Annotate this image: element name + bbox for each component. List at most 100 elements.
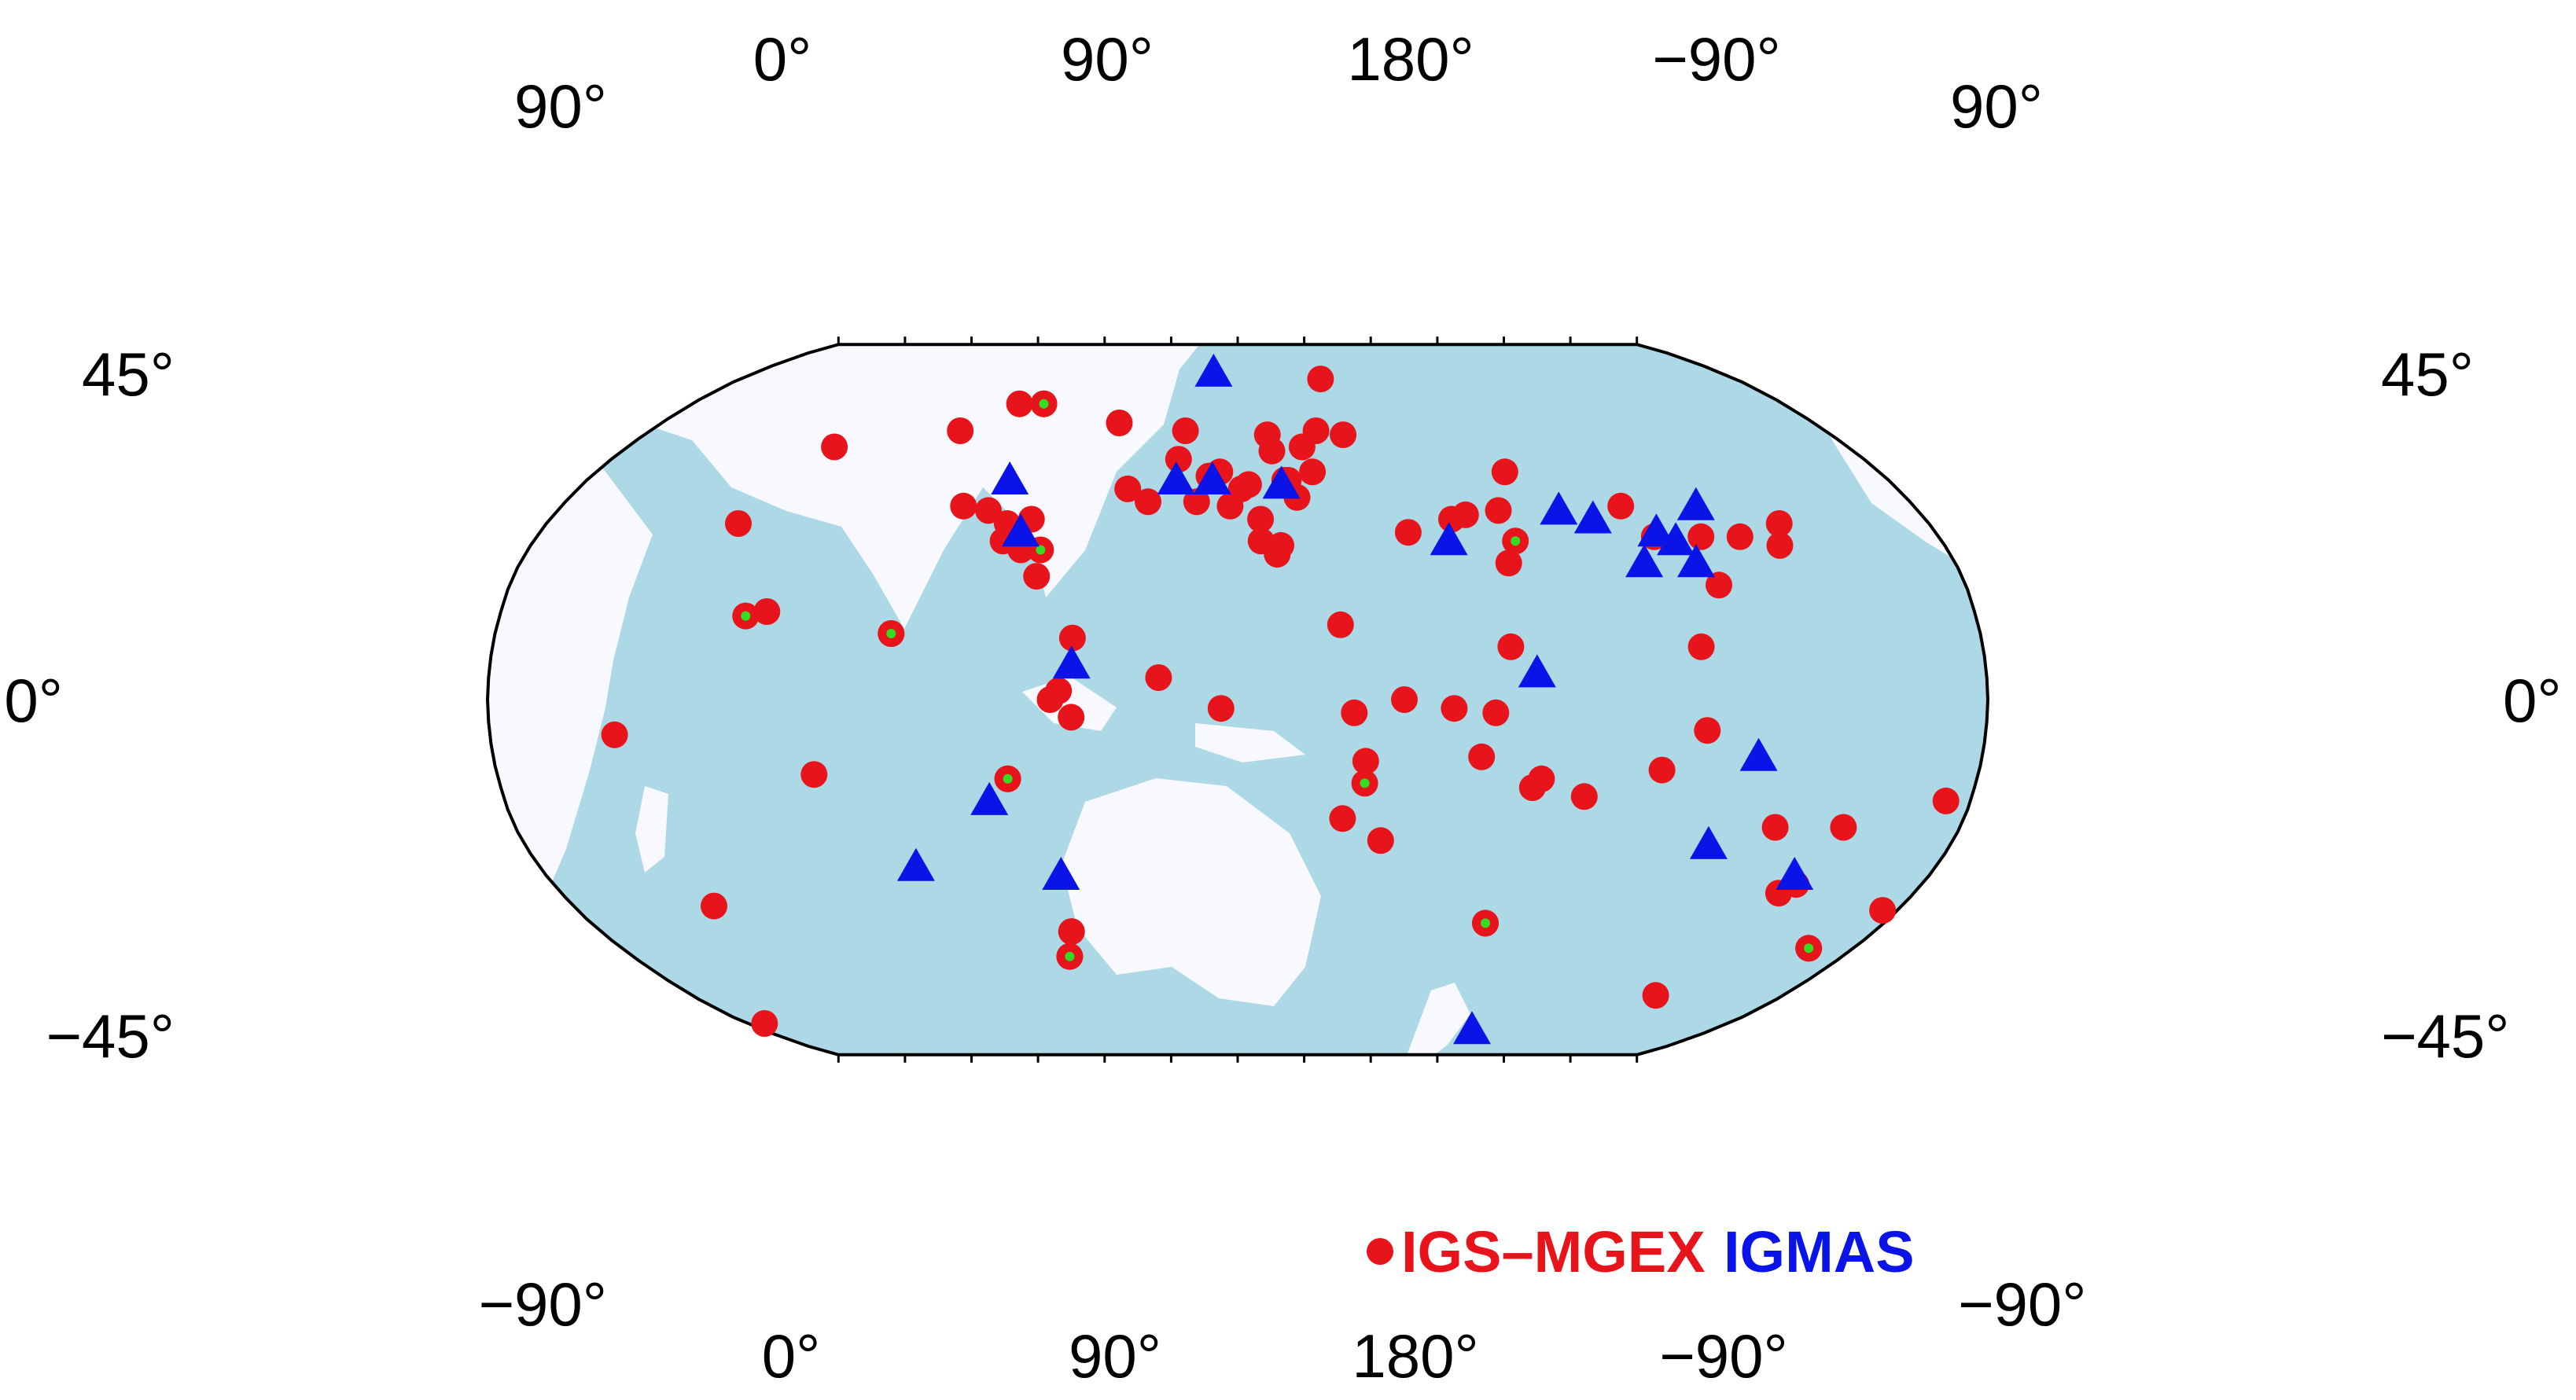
igs-station-marker	[1452, 501, 1479, 528]
corner-label-top-right: 90°	[1950, 72, 2043, 141]
corner-label-bottom-left: −90°	[478, 1270, 607, 1339]
igs-station-marker	[1165, 446, 1192, 473]
igs-station-marker	[821, 433, 848, 461]
igs-highlight-dot	[1511, 536, 1521, 546]
igs-station-marker	[1307, 366, 1334, 393]
igs-station-marker	[1761, 814, 1789, 841]
igs-highlight-dot	[1036, 545, 1046, 555]
igs-station-marker	[1352, 748, 1379, 775]
igs-station-marker	[751, 1010, 778, 1037]
igs-station-marker	[1726, 523, 1754, 550]
igs-station-marker	[1394, 519, 1422, 546]
igs-station-marker	[1648, 756, 1676, 784]
corner-label-top-left: 90°	[514, 72, 607, 141]
igs-station-marker	[1114, 475, 1142, 502]
igmas-station-marker	[1430, 522, 1468, 556]
legend: IGS–MGEX IGMAS	[1367, 1219, 1915, 1284]
igs-station-marker	[1869, 897, 1897, 924]
bottom-lon-label-180: 180°	[1352, 1321, 1478, 1391]
bottom-lon-label-0: 0°	[762, 1321, 821, 1391]
station-markers	[601, 353, 1960, 1045]
igs-station-marker	[1495, 549, 1522, 577]
igs-station-marker	[1207, 695, 1235, 722]
igs-station-marker	[1023, 563, 1051, 590]
igs-highlight-dot	[1003, 773, 1013, 784]
igs-station-marker	[800, 761, 828, 788]
igs-station-marker	[1528, 765, 1555, 792]
igs-station-marker	[1058, 704, 1085, 731]
igs-station-marker	[1253, 421, 1281, 449]
igmas-station-marker	[1776, 857, 1814, 890]
top-lon-label-minus90: −90°	[1652, 24, 1781, 94]
igs-station-marker	[1485, 497, 1512, 524]
igs-station-marker	[1006, 390, 1033, 417]
igs-station-marker	[1247, 505, 1275, 533]
igs-highlight-dot	[1065, 951, 1075, 961]
top-lon-label-0: 0°	[753, 24, 812, 94]
igs-station-marker	[1570, 783, 1598, 810]
igmas-station-marker	[1453, 1011, 1491, 1045]
igmas-station-marker	[1540, 491, 1578, 525]
igs-station-marker	[601, 721, 628, 748]
landmass-2	[635, 786, 668, 873]
top-lon-label-90: 90°	[1061, 24, 1154, 94]
igs-station-marker	[1329, 805, 1356, 832]
igmas-station-marker	[1194, 353, 1233, 387]
igs-station-marker	[1765, 510, 1793, 537]
bottom-lon-label-minus90: −90°	[1659, 1321, 1788, 1391]
legend-igs-marker	[1367, 1238, 1393, 1265]
legend-igs-label: IGS–MGEX	[1401, 1219, 1706, 1284]
igs-station-marker	[1687, 633, 1715, 660]
right-lat-label-45: 45°	[2381, 340, 2474, 409]
igs-station-marker	[1706, 571, 1732, 599]
igs-station-marker	[1330, 421, 1357, 449]
igmas-station-marker	[1676, 487, 1715, 520]
landmass-4	[1408, 983, 1470, 1055]
igs-station-marker	[1106, 410, 1133, 436]
igmas-station-marker	[991, 461, 1029, 494]
igs-highlight-dot	[886, 629, 896, 638]
left-lat-label-minus45: −45°	[46, 1001, 175, 1071]
igs-station-marker	[1264, 541, 1291, 568]
igmas-station-marker	[1739, 737, 1778, 771]
igs-highlight-dot	[1481, 918, 1490, 928]
bottom-lon-label-90: 90°	[1069, 1321, 1161, 1391]
igmas-station-marker	[1677, 544, 1715, 578]
igs-station-marker	[1235, 471, 1262, 498]
igmas-station-marker	[1657, 522, 1695, 556]
map-ticks	[837, 336, 1639, 1063]
igs-station-marker	[1367, 827, 1394, 854]
igs-station-marker	[1341, 699, 1368, 726]
landmass-8	[2139, 613, 2469, 1163]
igs-station-marker	[1642, 982, 1669, 1009]
igs-station-marker	[1183, 488, 1210, 516]
corner-label-bottom-right: −90°	[1958, 1270, 2087, 1339]
landmass-5	[1022, 676, 1305, 762]
igmas-station-marker	[1518, 654, 1556, 688]
igmas-station-marker	[1157, 461, 1195, 494]
igs-station-marker	[753, 598, 781, 625]
igmas-station-marker	[1193, 461, 1231, 494]
landmass-1	[488, 393, 653, 951]
igmas-station-marker	[1573, 500, 1612, 534]
igs-station-marker	[701, 892, 727, 920]
igs-highlight-dot	[1360, 778, 1370, 788]
igs-station-marker	[1607, 492, 1635, 520]
igs-station-marker	[1058, 918, 1085, 946]
igmas-station-marker	[1625, 544, 1664, 578]
igs-station-marker	[1766, 531, 1794, 559]
igs-station-marker	[1327, 611, 1354, 638]
landmass-7	[2162, 118, 2359, 259]
right-lat-label-minus45: −45°	[2381, 1001, 2510, 1071]
igs-station-marker	[975, 497, 1002, 524]
igs-station-marker	[1491, 458, 1518, 486]
igs-highlight-dot	[1804, 943, 1814, 954]
igmas-station-marker	[1262, 465, 1301, 499]
igs-station-marker	[1299, 458, 1327, 486]
igmas-station-marker	[1637, 513, 1676, 547]
igs-station-marker	[1441, 695, 1468, 722]
igs-station-marker	[947, 417, 974, 444]
igmas-station-marker	[1002, 513, 1040, 547]
left-lat-label-0: 0°	[4, 666, 63, 735]
